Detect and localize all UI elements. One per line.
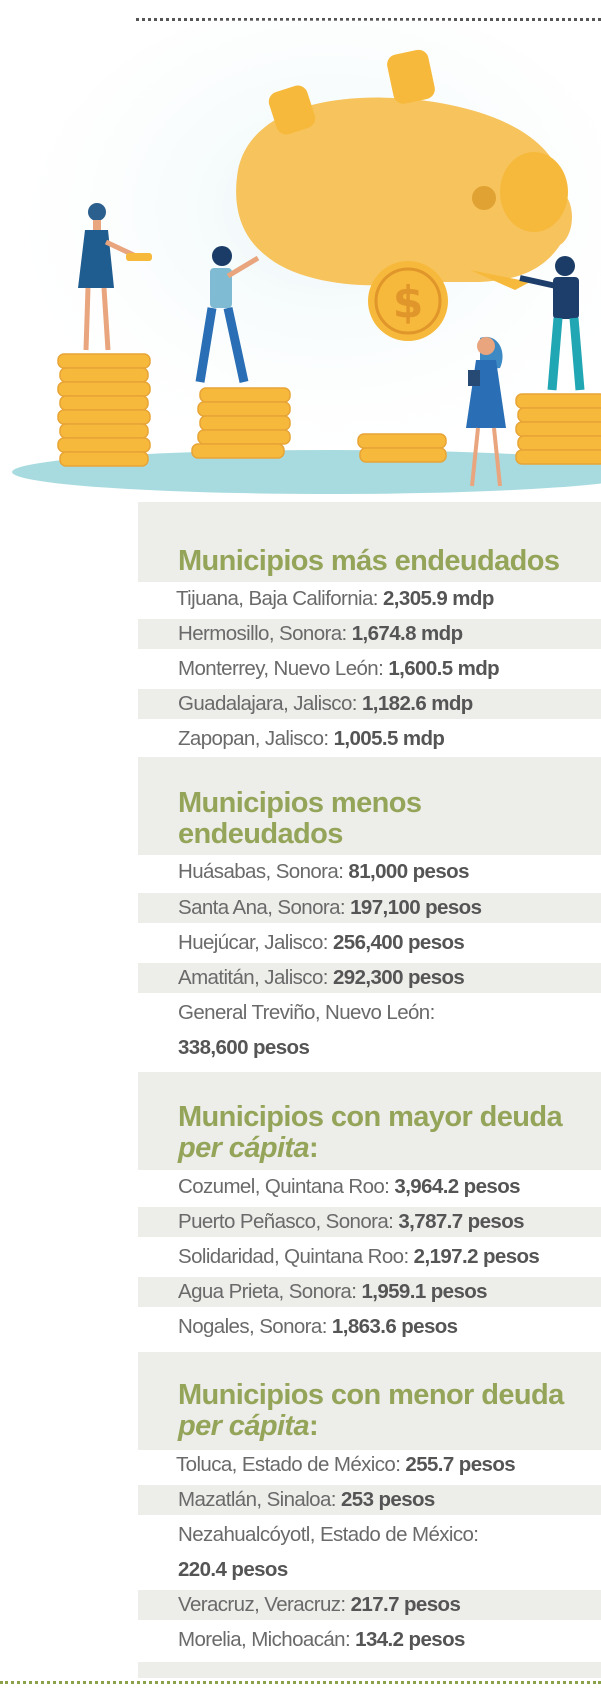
section-panel bbox=[138, 757, 601, 855]
section-title: Municipios con menor deuda per cápita: bbox=[178, 1379, 564, 1442]
list-item: Amatitán, Jalisco: 292,300 pesos bbox=[138, 963, 601, 993]
section-title: Municipios con mayor deuda per cápita: bbox=[178, 1101, 563, 1164]
list-item: Agua Prieta, Sonora: 1,959.1 pesos bbox=[138, 1277, 601, 1307]
coin-stack-icon bbox=[57, 353, 601, 467]
list-item: Nogales, Sonora: 1,863.6 pesos bbox=[138, 1312, 601, 1342]
svg-text:$: $ bbox=[393, 277, 424, 328]
list-item: Puerto Peñasco, Sonora: 3,787.7 pesos bbox=[138, 1207, 601, 1237]
section-panel bbox=[138, 502, 601, 582]
person-icon bbox=[195, 246, 260, 383]
person-icon bbox=[519, 256, 585, 391]
piggy-bank-illustration: $ bbox=[12, 20, 601, 494]
list-item: Hermosillo, Sonora: 1,674.8 mdp bbox=[138, 619, 601, 649]
list-item: Monterrey, Nuevo León: 1,600.5 mdp bbox=[138, 654, 601, 684]
list-item: Huejúcar, Jalisco: 256,400 pesos bbox=[138, 928, 601, 958]
section-panel bbox=[138, 1662, 601, 1678]
list-item: Tijuana, Baja California: 2,305.9 mdp bbox=[138, 584, 601, 614]
section-panel bbox=[138, 1352, 601, 1450]
list-item: Morelia, Michoacán: 134.2 pesos bbox=[138, 1625, 601, 1655]
dollar-coin-icon: $ bbox=[368, 261, 448, 341]
list-item: Huásabas, Sonora: 81,000 pesos bbox=[138, 857, 601, 887]
list-item: Cozumel, Quintana Roo: 3,964.2 pesos bbox=[138, 1172, 601, 1202]
section-title: Municipios más endeudados bbox=[178, 545, 560, 577]
section-panel bbox=[138, 1072, 601, 1170]
piggy-bank-icon bbox=[236, 49, 572, 290]
list-item: Veracruz, Veracruz: 217.7 pesos bbox=[138, 1590, 601, 1620]
section-title: Municipios menos endeudados bbox=[178, 787, 422, 850]
list-item: Mazatlán, Sinaloa: 253 pesos bbox=[138, 1485, 601, 1515]
list-item-value: 338,600 pesos bbox=[138, 1033, 601, 1063]
list-item: Zapopan, Jalisco: 1,005.5 mdp bbox=[138, 724, 601, 754]
person-icon bbox=[466, 336, 506, 487]
ground-shadow bbox=[12, 450, 601, 494]
person-icon bbox=[78, 203, 152, 351]
list-item: Toluca, Estado de México: 255.7 pesos bbox=[138, 1450, 601, 1480]
bottom-dotted-divider bbox=[0, 1681, 601, 1684]
list-item: Solidaridad, Quintana Roo: 2,197.2 pesos bbox=[138, 1242, 601, 1272]
list-item-value: 220.4 pesos bbox=[138, 1555, 601, 1585]
list-item: General Treviño, Nuevo León: bbox=[138, 998, 601, 1028]
list-item: Nezahualcóyotl, Estado de México: bbox=[138, 1520, 601, 1550]
list-item: Santa Ana, Sonora: 197,100 pesos bbox=[138, 893, 601, 923]
list-item: Guadalajara, Jalisco: 1,182.6 mdp bbox=[138, 689, 601, 719]
